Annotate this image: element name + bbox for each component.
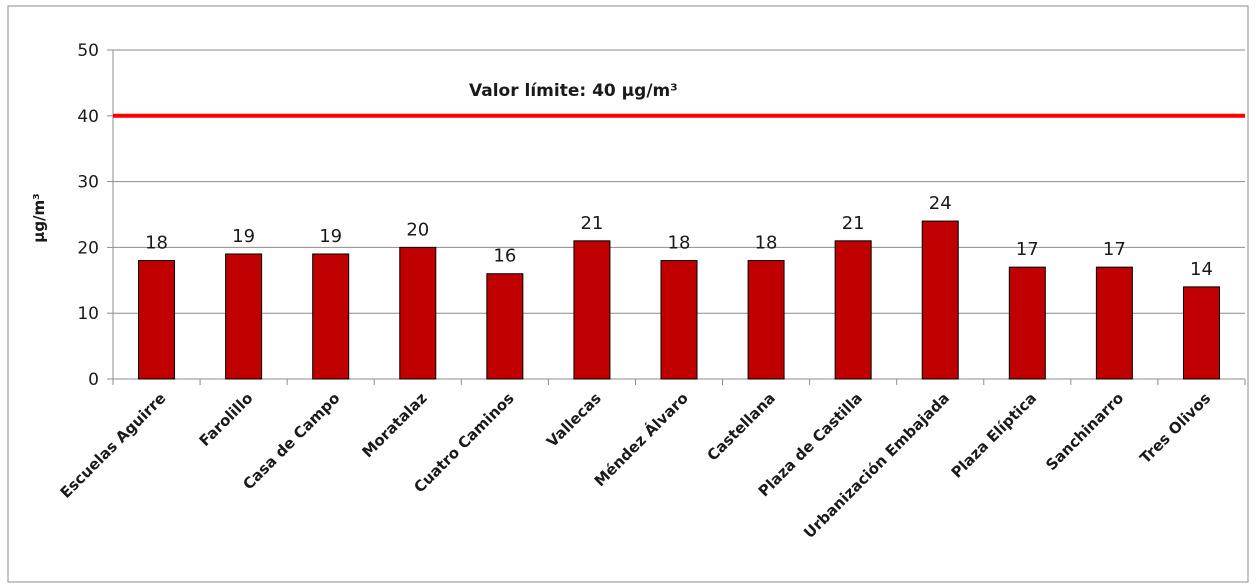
y-tick-label: 0 — [88, 370, 99, 390]
y-tick-label: 10 — [77, 304, 99, 324]
bar — [834, 240, 872, 380]
data-label: 17 — [1016, 239, 1039, 260]
bar — [660, 260, 698, 380]
bar — [138, 260, 176, 380]
data-label: 14 — [1190, 259, 1213, 280]
data-label: 18 — [755, 233, 778, 254]
y-tick-label: 40 — [77, 107, 99, 127]
data-label: 20 — [406, 219, 429, 240]
x-axis-ticks — [112, 379, 1246, 385]
gridlines — [112, 49, 1245, 380]
bar — [399, 246, 437, 380]
data-label: 16 — [493, 246, 516, 267]
data-label: 19 — [319, 226, 342, 247]
limit-line-label: Valor límite: 40 µg/m³ — [469, 81, 678, 101]
data-label: 24 — [929, 193, 952, 214]
bar — [747, 260, 785, 380]
bar — [1182, 286, 1220, 380]
y-tick-label: 50 — [77, 41, 99, 61]
bar — [921, 220, 959, 380]
bar — [486, 273, 524, 380]
y-axis-title: µg/m³ — [30, 193, 48, 242]
bars — [138, 220, 1220, 380]
data-label: 21 — [580, 213, 603, 234]
y-tick-label: 30 — [77, 173, 99, 193]
data-label: 17 — [1103, 239, 1126, 260]
bar — [312, 253, 350, 380]
data-label: 18 — [668, 233, 691, 254]
y-axis-ticks: 0 10 20 30 40 50 — [77, 41, 113, 390]
bar — [573, 240, 611, 380]
bar — [1095, 266, 1133, 380]
data-label: 21 — [842, 213, 865, 234]
data-label: 19 — [232, 226, 255, 247]
data-label: 18 — [145, 233, 168, 254]
y-tick-label: 20 — [77, 238, 99, 258]
limit-line-group: Valor límite: 40 µg/m³ — [113, 81, 1245, 118]
data-labels: 18 19 19 20 16 21 18 18 21 24 17 17 14 — [145, 193, 1213, 280]
bar — [225, 253, 263, 380]
bar — [1008, 266, 1046, 380]
